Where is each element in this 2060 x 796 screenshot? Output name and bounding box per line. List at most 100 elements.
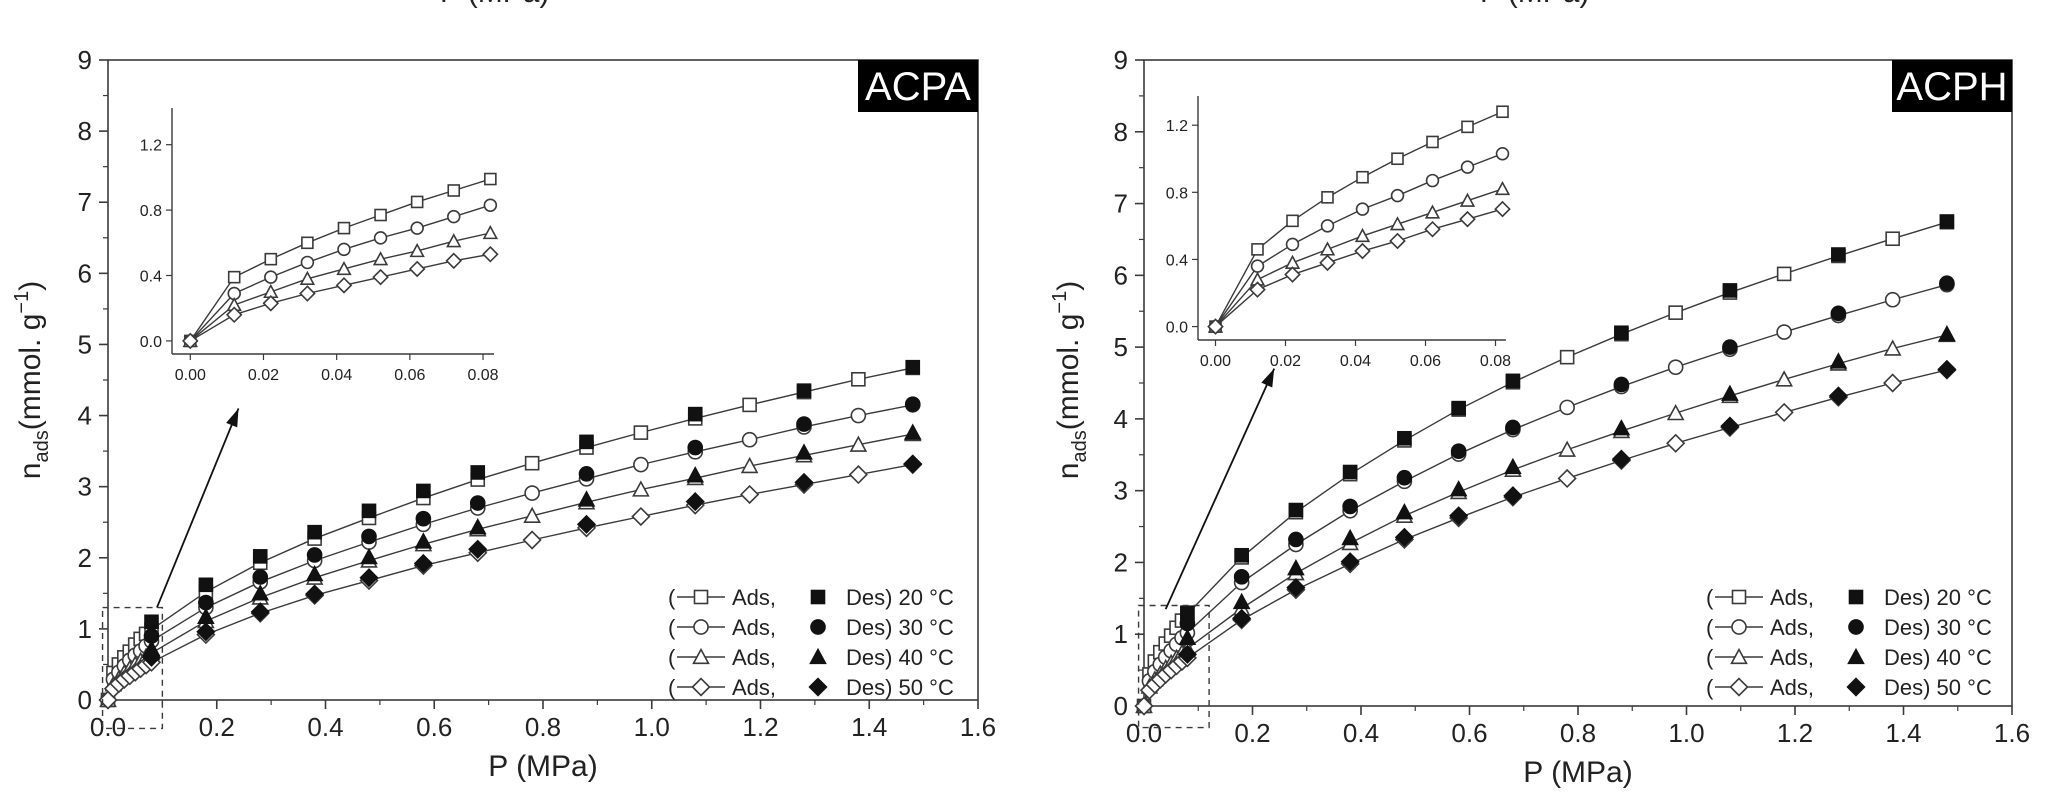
ads-point-30c <box>1776 324 1792 340</box>
x-tick-label: 0.8 <box>525 712 561 742</box>
ads-point-20c <box>1885 231 1900 247</box>
inset-point-3 <box>1249 281 1266 298</box>
des-point-40c <box>1721 384 1739 401</box>
legend-des-label: Des) 50 °C <box>846 675 954 700</box>
ads-point-30c <box>850 407 867 424</box>
y-axis-title-main: n <box>14 463 47 480</box>
ads-point-40c <box>523 506 541 523</box>
legend-des-marker <box>810 589 826 605</box>
ads-point-20c <box>742 397 757 413</box>
legend-ads-marker <box>692 647 710 665</box>
inset-point-3 <box>1319 254 1336 272</box>
series-line-30c <box>1143 283 1948 707</box>
legend-ads-marker <box>693 589 709 605</box>
inset-point-0 <box>1461 120 1474 134</box>
inset-point-0 <box>1251 243 1264 256</box>
x-tick-label: 1.4 <box>1885 718 1921 748</box>
inset-point-2 <box>409 242 425 258</box>
des-point-20c <box>144 614 159 630</box>
ads-point-50c <box>1557 468 1577 489</box>
des-point-30c <box>1830 305 1847 322</box>
des-point-20c <box>1939 214 1955 229</box>
des-point-40c <box>795 443 813 460</box>
des-point-20c <box>1614 325 1629 341</box>
inset-point-1 <box>373 231 388 245</box>
legend-ads-marker <box>691 677 711 697</box>
y-tick-label: 2 <box>78 543 92 573</box>
x-tick-label: 0.0 <box>1126 718 1162 748</box>
inset-point-1 <box>1285 237 1300 252</box>
legend-des-label: Des) 20 °C <box>846 585 954 610</box>
y-tick-label: 2 <box>1114 547 1128 577</box>
zoom-box <box>1137 604 1210 729</box>
inset-x-tick-label: 0.00 <box>175 367 206 384</box>
des-point-50c <box>359 568 379 588</box>
des-point-30c <box>1450 443 1467 460</box>
x-tick-label: 1.2 <box>742 712 778 742</box>
inset-x-tick-label: 0.06 <box>394 367 425 384</box>
des-point-50c <box>1720 416 1740 436</box>
inset-x-tick-label: 0.08 <box>467 367 498 384</box>
inset-point-1 <box>1460 160 1475 174</box>
inset-point-2 <box>1319 241 1336 256</box>
ads-point-50c <box>631 506 651 527</box>
inset-point-3 <box>182 332 199 350</box>
des-point-20c <box>687 406 703 422</box>
inset-x-tick-label: 0.02 <box>1270 353 1301 370</box>
inset-point-1 <box>1425 173 1440 188</box>
inset-point-3 <box>1207 318 1224 335</box>
x-tick-label: 0.2 <box>1234 718 1270 748</box>
legend-des-marker <box>809 647 827 665</box>
inset-x-tick-label: 0.04 <box>1340 353 1371 370</box>
x-tick-label: 0.6 <box>416 712 452 742</box>
y-axis-title: nads(mmol. g−1) <box>1049 281 1091 479</box>
ads-point-30c <box>1667 359 1684 376</box>
des-point-40c <box>903 423 922 440</box>
y-tick-label: 6 <box>1114 260 1128 290</box>
des-point-40c <box>1449 480 1468 497</box>
ads-point-20c <box>851 371 866 387</box>
des-point-50c <box>576 514 597 534</box>
inset-point-0 <box>1391 152 1404 166</box>
des-point-20c <box>198 577 214 593</box>
inset-y-tick-label: 0.4 <box>1166 252 1188 269</box>
des-point-40c <box>251 584 270 601</box>
series-line-50c <box>107 463 913 701</box>
legend-entry-20c: (Ads, Des) 20 °C <box>668 585 954 610</box>
inset-y-tick-label: 0.8 <box>140 203 162 220</box>
des-point-50c <box>1340 552 1360 572</box>
y-tick-label: 9 <box>1114 45 1128 75</box>
ads-point-50c <box>1666 433 1686 453</box>
des-point-20c <box>416 483 431 499</box>
x-tick-label: 0.0 <box>90 712 126 742</box>
sample-badge-label: ACPH <box>1896 65 2007 109</box>
y-axis-title-sup: −1 <box>11 291 33 314</box>
legend-open-paren: ( <box>1706 585 1714 610</box>
inset-y-tick-label: 0.0 <box>140 334 162 351</box>
inset-point-3 <box>225 306 243 324</box>
legend-entry-40c: (Ads, Des) 40 °C <box>1706 645 1992 670</box>
series-line-30c <box>107 404 913 701</box>
inset-point-3 <box>445 252 463 270</box>
inset-point-3 <box>1494 200 1511 218</box>
ads-point-30c <box>633 456 649 473</box>
legend-des-marker <box>1847 647 1865 665</box>
y-axis-title-close: ) <box>14 281 47 291</box>
inset-point-1 <box>1355 202 1370 216</box>
legend-ads-label: Ads, <box>1770 585 1814 610</box>
inset-y-tick-label: 0.4 <box>140 269 162 286</box>
y-tick-label: 5 <box>78 329 92 359</box>
ads-point-50c <box>522 530 542 550</box>
series-line-20c <box>107 367 913 701</box>
inset-point-2 <box>482 224 499 240</box>
clipped-top-label-left: P (MPa) <box>440 0 549 9</box>
des-point-20c <box>1234 547 1249 563</box>
y-tick-label: 8 <box>78 116 92 146</box>
inset-point-3 <box>408 260 426 278</box>
legend-open-paren: ( <box>668 645 676 670</box>
des-point-30c <box>687 439 704 456</box>
legend-ads-label: Ads, <box>732 675 776 700</box>
des-point-40c <box>1829 352 1848 369</box>
des-point-40c <box>686 466 705 483</box>
inset-point-0 <box>1321 191 1334 204</box>
